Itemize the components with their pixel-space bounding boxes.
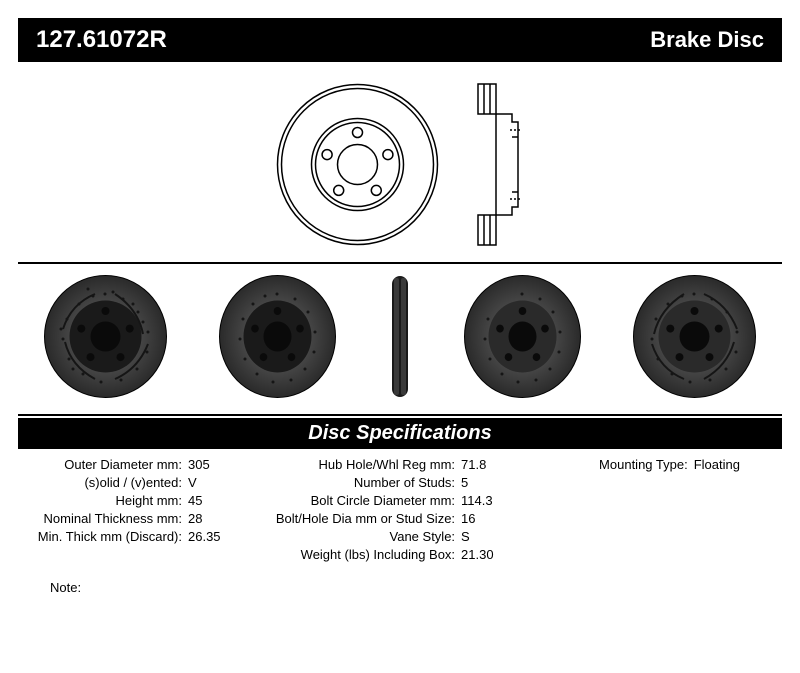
spec-column-2: Hub Hole/Whl Reg mm:71.8 Number of Studs… <box>266 457 564 562</box>
spec-row: Weight (lbs) Including Box:21.30 <box>266 547 564 562</box>
spec-row: Hub Hole/Whl Reg mm:71.8 <box>266 457 564 472</box>
spec-column-1: Outer Diameter mm:305 (s)olid / (v)ented… <box>18 457 266 562</box>
spec-label: Mounting Type: <box>564 457 694 472</box>
spec-row: Bolt Circle Diameter mm:114.3 <box>266 493 564 508</box>
spec-column-3: Mounting Type:Floating <box>564 457 782 562</box>
note-row: Note: <box>0 562 800 595</box>
spec-row: Bolt/Hole Dia mm or Stud Size:16 <box>266 511 564 526</box>
rotor-photo-back-1 <box>460 274 585 399</box>
divider-bottom <box>18 414 782 416</box>
spec-value: Floating <box>694 457 740 472</box>
header-bar: 127.61072R Brake Disc <box>18 18 782 62</box>
spec-label: Bolt Circle Diameter mm: <box>266 493 461 508</box>
product-type: Brake Disc <box>650 27 764 53</box>
spec-value: 305 <box>188 457 210 472</box>
rotor-side-schematic <box>470 82 525 247</box>
spec-value: 21.30 <box>461 547 494 562</box>
spec-label: Bolt/Hole Dia mm or Stud Size: <box>266 511 461 526</box>
part-number: 127.61072R <box>36 26 167 54</box>
spec-label: Number of Studs: <box>266 475 461 490</box>
spec-label: Vane Style: <box>266 529 461 544</box>
rotor-photo-front-2 <box>215 274 340 399</box>
spec-row: Nominal Thickness mm:28 <box>18 511 266 526</box>
schematic-row <box>0 62 800 262</box>
spec-value: 45 <box>188 493 202 508</box>
spec-value: 16 <box>461 511 475 526</box>
spec-row: Height mm:45 <box>18 493 266 508</box>
spec-label: Nominal Thickness mm: <box>18 511 188 526</box>
spec-row: Vane Style:S <box>266 529 564 544</box>
spec-value: 26.35 <box>188 529 221 544</box>
rotor-face-schematic <box>275 82 440 247</box>
spec-label: Weight (lbs) Including Box: <box>266 547 461 562</box>
spec-label: Height mm: <box>18 493 188 508</box>
spec-row: Outer Diameter mm:305 <box>18 457 266 472</box>
spec-value: 71.8 <box>461 457 486 472</box>
spec-row: (s)olid / (v)ented:V <box>18 475 266 490</box>
spec-value: S <box>461 529 470 544</box>
spec-title-bar: Disc Specifications <box>18 418 782 449</box>
photo-row <box>0 264 800 414</box>
spec-label: Hub Hole/Whl Reg mm: <box>266 457 461 472</box>
spec-row: Number of Studs:5 <box>266 475 564 490</box>
spec-value: 5 <box>461 475 468 490</box>
rotor-photo-back-2 <box>632 274 757 399</box>
spec-label: Outer Diameter mm: <box>18 457 188 472</box>
rotor-photo-front-1 <box>43 274 168 399</box>
spec-row: Mounting Type:Floating <box>564 457 782 472</box>
spec-value: V <box>188 475 197 490</box>
rotor-photo-edge <box>386 274 414 399</box>
spec-label: Min. Thick mm (Discard): <box>18 529 188 544</box>
spec-label: (s)olid / (v)ented: <box>18 475 188 490</box>
spec-value: 28 <box>188 511 202 526</box>
spec-row: Min. Thick mm (Discard):26.35 <box>18 529 266 544</box>
spec-value: 114.3 <box>461 493 493 508</box>
specs-table: Outer Diameter mm:305 (s)olid / (v)ented… <box>0 449 800 562</box>
note-label: Note: <box>50 580 81 595</box>
